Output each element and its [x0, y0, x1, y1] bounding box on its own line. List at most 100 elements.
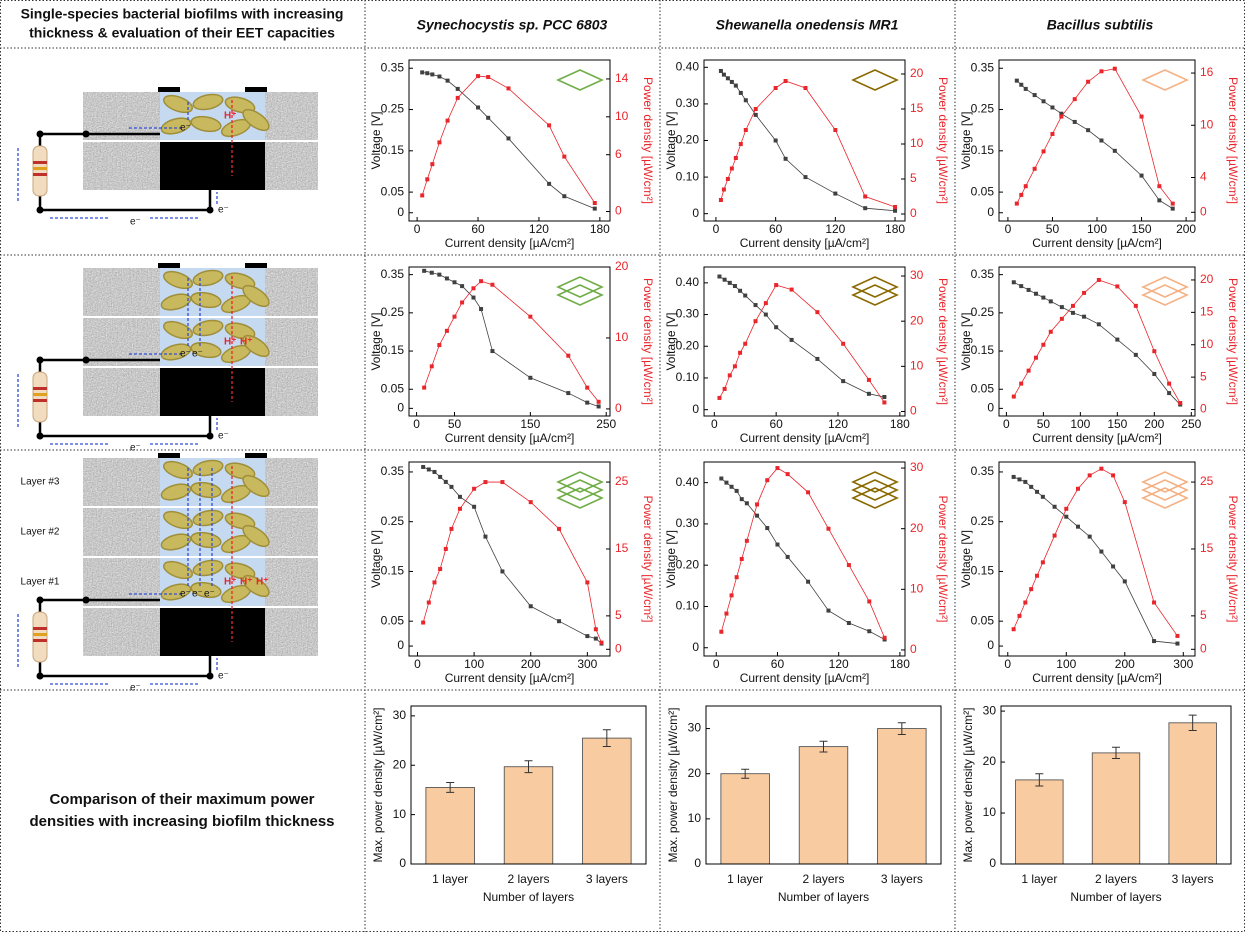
data-point	[1017, 477, 1022, 482]
bacterium	[190, 115, 222, 133]
data-point	[1087, 534, 1092, 539]
data-point	[425, 71, 430, 76]
node	[82, 596, 90, 604]
y-axis-label: Max. power density [µW/cm²]	[961, 708, 975, 863]
data-point	[753, 303, 758, 308]
bacterium	[242, 108, 270, 132]
data-point	[506, 86, 511, 91]
bacterium	[190, 581, 222, 599]
data-point	[718, 198, 723, 202]
data-point	[719, 629, 724, 634]
data-point	[719, 476, 724, 481]
data-point	[585, 634, 590, 639]
data-point	[1011, 394, 1016, 399]
x-tick-label: 50	[448, 417, 462, 431]
y-tick-label: 0	[910, 206, 917, 220]
plot-frame	[998, 59, 1196, 222]
data-point	[438, 474, 443, 479]
plot-frame	[1000, 705, 1232, 865]
y2-axis-label: Power density [µW/cm²]	[936, 278, 950, 405]
electrode	[245, 87, 267, 92]
data-point	[593, 636, 598, 641]
y-tick-label: 25	[615, 474, 629, 488]
data-point	[841, 341, 846, 346]
proton-label: H⁺	[224, 577, 237, 588]
electron-label: e⁻	[130, 443, 141, 454]
bacterium	[224, 512, 256, 530]
bacterium	[242, 474, 270, 498]
y-tick-label: 0.25	[381, 514, 405, 528]
data-point	[893, 205, 898, 209]
proton-label: H⁺	[240, 577, 253, 588]
y-tick-label: 0.20	[676, 338, 700, 352]
y-tick-label: 10	[688, 811, 702, 825]
bacterium	[190, 341, 222, 359]
y-tick-label: 10	[1200, 117, 1214, 131]
y2-axis-label: Power density [µW/cm²]	[1226, 496, 1240, 623]
data-point	[1133, 352, 1138, 357]
electrode	[158, 453, 180, 458]
x-tick-label: 100	[1087, 222, 1107, 236]
y-tick-label: 20	[910, 313, 924, 327]
y-tick-label: 0.10	[676, 370, 700, 384]
x-tick-label: 250	[1181, 417, 1201, 431]
data-point	[1011, 280, 1016, 285]
y-tick-label: 0	[987, 638, 994, 652]
y-tick-label: 30	[393, 708, 407, 722]
data-point	[483, 480, 488, 485]
data-point	[806, 579, 811, 584]
electrode	[245, 263, 267, 268]
resistor-band	[33, 627, 47, 630]
data-point	[882, 394, 887, 399]
data-point	[743, 128, 748, 132]
error-bar	[741, 768, 750, 779]
data-point	[738, 288, 743, 293]
data-point	[444, 328, 449, 333]
data-point	[500, 480, 505, 485]
resistor	[32, 611, 48, 663]
data-point	[443, 479, 448, 484]
bacterium	[224, 272, 256, 290]
data-point	[841, 379, 846, 384]
data-point	[722, 386, 727, 391]
y-tick-label: 0	[694, 856, 701, 870]
y-tick-label: 0	[989, 856, 996, 870]
y-tick-label: 20	[983, 754, 997, 768]
layer-icon	[556, 276, 604, 298]
resistor	[32, 145, 48, 197]
data-point	[833, 128, 838, 132]
node	[82, 356, 90, 364]
data-point	[596, 399, 601, 404]
data-point	[724, 611, 729, 616]
data-point	[422, 268, 427, 273]
y2-axis-label: Power density [µW/cm²]	[1226, 278, 1240, 405]
bacterium	[224, 562, 256, 580]
bar	[582, 737, 632, 865]
layer-icon	[1141, 479, 1189, 501]
data-point	[739, 497, 744, 502]
y-tick-label: 15	[615, 541, 629, 555]
data-point	[1041, 295, 1046, 300]
y-tick-label: 0.25	[971, 102, 995, 116]
data-point	[426, 467, 431, 472]
data-point	[490, 349, 495, 354]
data-point	[460, 284, 465, 289]
y-tick-label: 0.15	[381, 143, 405, 157]
y-tick-label: 0	[1200, 641, 1207, 655]
y2-axis-label: Power density [µW/cm²]	[1226, 77, 1240, 204]
plot-frame	[408, 59, 611, 222]
x-axis-label: Current density [µA/cm²]	[1032, 671, 1162, 685]
y-axis-label: Voltage [V]	[959, 111, 973, 169]
series-line	[422, 466, 602, 644]
x-tick-label: 60	[769, 417, 783, 431]
data-point	[1175, 641, 1180, 646]
error-bar	[1188, 714, 1197, 731]
bacterium	[224, 462, 256, 480]
electrode	[158, 263, 180, 268]
data-point	[744, 501, 749, 506]
x-tick-label: 0	[713, 657, 720, 671]
data-point	[486, 75, 491, 80]
x-tick-label: 60	[471, 222, 485, 236]
error-bar	[602, 729, 611, 747]
electron-label: e⁻	[180, 349, 191, 360]
